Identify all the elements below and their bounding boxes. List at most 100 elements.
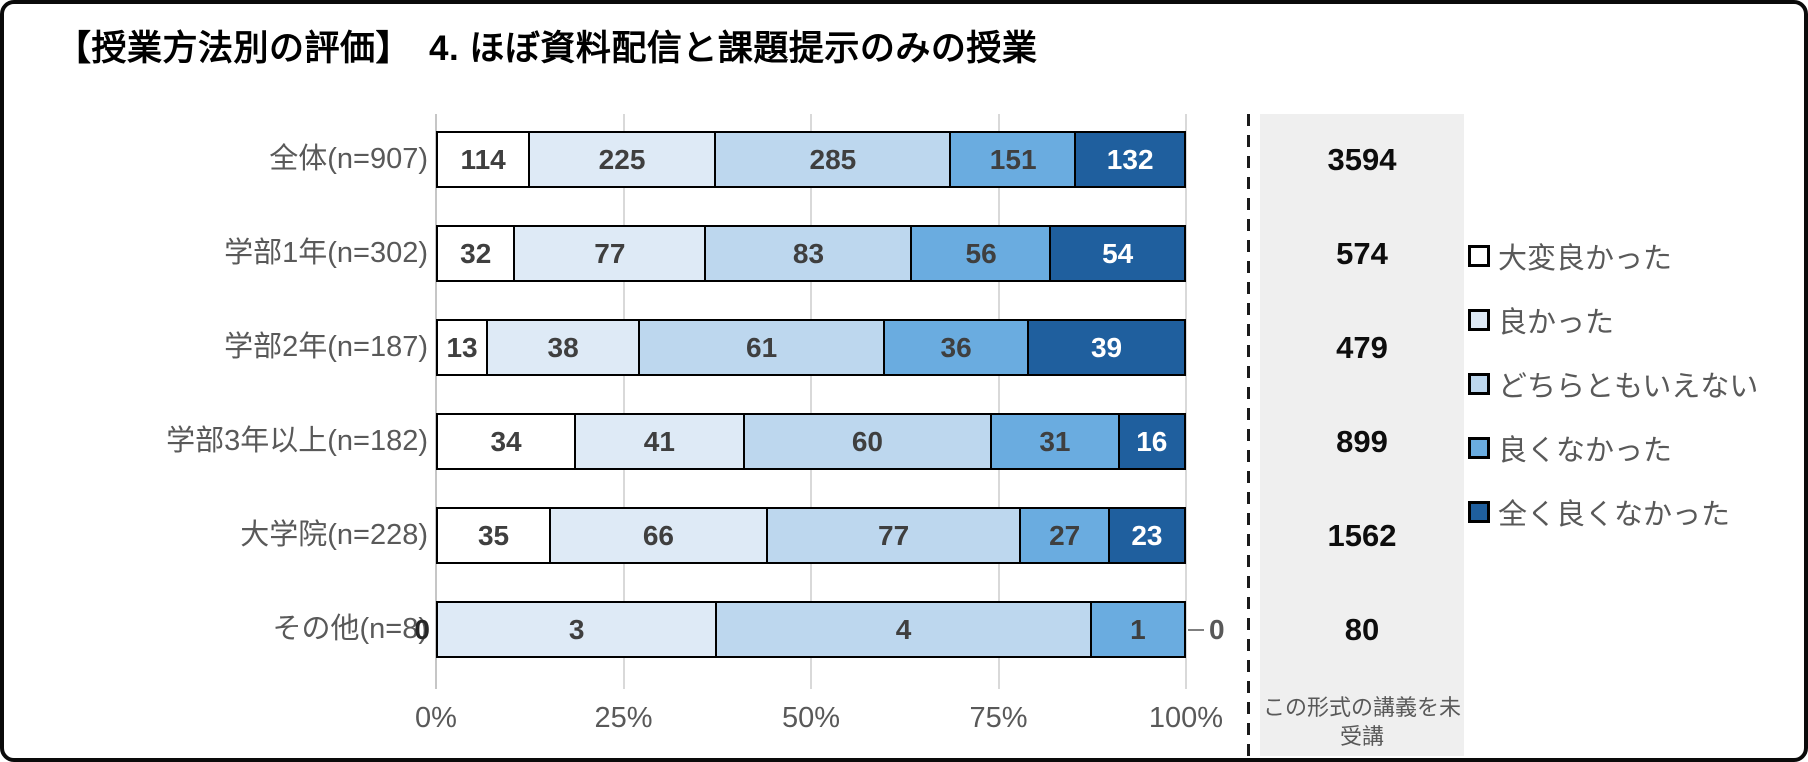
stacked-bar: 0 3 4 1 0 (414, 601, 1225, 658)
stacked-bar: 114 225 285 151 132 (436, 131, 1186, 188)
bar-segment-どちらともいえない: 60 (742, 413, 993, 470)
bar-segment-良かった: 41 (573, 413, 746, 470)
unenrolled-value: 899 (1336, 423, 1388, 459)
segment-value-label: 285 (809, 143, 857, 175)
segment-value-label: 77 (878, 519, 910, 551)
bar-segment-良くなかった: 27 (1019, 507, 1111, 564)
bar-segment-全く良くなかった: 39 (1027, 319, 1186, 376)
segment-value-label: 1 (1130, 613, 1146, 645)
unenrolled-value: 479 (1336, 329, 1388, 365)
unenrolled-value: 80 (1344, 611, 1380, 647)
gridline-50% (810, 114, 812, 689)
segment-value-label: 225 (598, 143, 646, 175)
unenrolled-value: 574 (1336, 235, 1388, 271)
segment-value-label: 23 (1131, 519, 1163, 551)
segment-value-label: 54 (1102, 237, 1134, 269)
segment-value-label: 32 (460, 237, 492, 269)
bar-segment-良くなかった: 1 (1089, 601, 1186, 658)
gridline-0% (435, 114, 437, 689)
divider-dashed-line (1247, 114, 1250, 756)
segment-value-label: 132 (1106, 143, 1154, 175)
bar-segment-良くなかった: 56 (910, 225, 1052, 282)
unenrolled-panel: 3594 574 479 899 1562 80 この形式の講義を未受講 (1260, 114, 1464, 756)
leader-line (1188, 628, 1204, 631)
legend-swatch-icon (1468, 309, 1490, 331)
legend-swatch-icon (1468, 245, 1490, 267)
legend-label: 良かった (1498, 307, 1615, 339)
segment-value-label: 66 (642, 519, 674, 551)
bar-segment-良かった: 38 (485, 319, 641, 376)
unenrolled-value: 1562 (1327, 517, 1397, 553)
bar-segment-大変良かった: 114 (436, 131, 531, 188)
row-label: 学部2年(n=187) (224, 331, 428, 363)
segment-value-label: 151 (989, 143, 1037, 175)
segment-value-label: 39 (1090, 331, 1123, 363)
bar-segment-全く良くなかった: 23 (1107, 507, 1186, 564)
legend-label: 大変良かった (1498, 243, 1673, 275)
segment-value-label: 61 (746, 331, 778, 363)
bar-segment-全く良くなかった: 54 (1049, 225, 1186, 282)
segment-zero-callout: 0 (1188, 601, 1225, 658)
x-tick-label: 100% (1148, 702, 1224, 734)
stacked-bar: 34 41 60 31 16 (436, 413, 1186, 470)
stacked-bar: 32 77 83 56 54 (436, 225, 1186, 282)
unenrolled-note: この形式の講義を未受講 (1262, 694, 1461, 749)
bar-segment-大変良かった: 34 (436, 413, 577, 470)
legend-item: 良くなかった (1468, 428, 1758, 468)
gridline-75% (997, 114, 1000, 689)
row-label: その他(n=8) (272, 613, 428, 645)
stacked-bar: 13 38 61 36 39 (436, 319, 1186, 376)
segment-value-label: 4 (895, 613, 912, 645)
row-label: 学部3年以上(n=182) (166, 425, 428, 457)
bar-segment-全く良くなかった: 132 (1074, 131, 1186, 188)
stacked-bar: 35 66 77 27 23 (436, 507, 1186, 564)
bar-segment-どちらともいえない: 285 (713, 131, 952, 188)
segment-value-label: 60 (851, 425, 884, 457)
bar-segment-良かった: 66 (548, 507, 769, 564)
segment-value-label: 77 (594, 237, 626, 269)
legend-label: どちらともいえない (1498, 371, 1759, 403)
bar-segment-良かった: 225 (527, 131, 717, 188)
row-label: 全体(n=907) (269, 143, 428, 175)
x-tick-label: 75% (969, 702, 1028, 734)
legend: 大変良かった 良かったどちらともいえない 良くなかった全く良くなかった (1468, 236, 1758, 556)
legend-swatch-icon (1468, 501, 1490, 523)
segment-value-label: 38 (547, 331, 579, 363)
legend-swatch-icon (1468, 373, 1490, 395)
segment-value-label: 34 (490, 425, 522, 457)
legend-swatch-icon (1468, 437, 1490, 459)
bar-segment-良くなかった: 31 (989, 413, 1121, 470)
bar-segment-良かった: 3 (436, 601, 718, 658)
gridline-100% (1185, 114, 1187, 689)
segment-value-label: 36 (940, 331, 972, 363)
unenrolled-value: 3594 (1327, 141, 1397, 177)
gridline-25% (622, 114, 625, 689)
segment-value-label: 35 (477, 519, 510, 551)
bar-segment-全く良くなかった: 16 (1117, 413, 1186, 470)
segment-value-label: 13 (446, 331, 478, 363)
legend-label: 良くなかった (1498, 435, 1673, 467)
segment-value-label: 114 (460, 143, 506, 175)
segment-value-label: 27 (1049, 519, 1081, 551)
x-tick-label: 0% (415, 702, 457, 734)
legend-item: どちらともいえない (1468, 364, 1758, 404)
bar-segment-大変良かった: 32 (436, 225, 516, 282)
segment-value-label: 83 (792, 237, 825, 269)
row-label: 学部1年(n=302) (224, 237, 428, 269)
bar-segment-どちらともいえない: 77 (765, 507, 1022, 564)
bar-segment-大変良かった: 13 (436, 319, 489, 376)
segment-value-label: 56 (965, 237, 997, 269)
segment-value-label: 31 (1039, 425, 1071, 457)
chart-title: 【授業方法別の評価】 4. ほぼ資料配信と課題提示のみの授業 (56, 29, 1038, 68)
row-label: 大学院(n=228) (240, 519, 428, 551)
segment-value-label: 16 (1136, 425, 1168, 457)
bar-segment-大変良かった: 35 (436, 507, 552, 564)
bar-segment-どちらともいえない: 83 (704, 225, 913, 282)
bar-segment-良かった: 77 (512, 225, 707, 282)
legend-item: 大変良かった (1468, 236, 1758, 276)
legend-item: 良かった (1468, 300, 1758, 340)
legend-item: 全く良くなかった (1468, 492, 1758, 532)
x-tick-label: 50% (781, 702, 841, 734)
bar-segment-良くなかった: 151 (949, 131, 1077, 188)
